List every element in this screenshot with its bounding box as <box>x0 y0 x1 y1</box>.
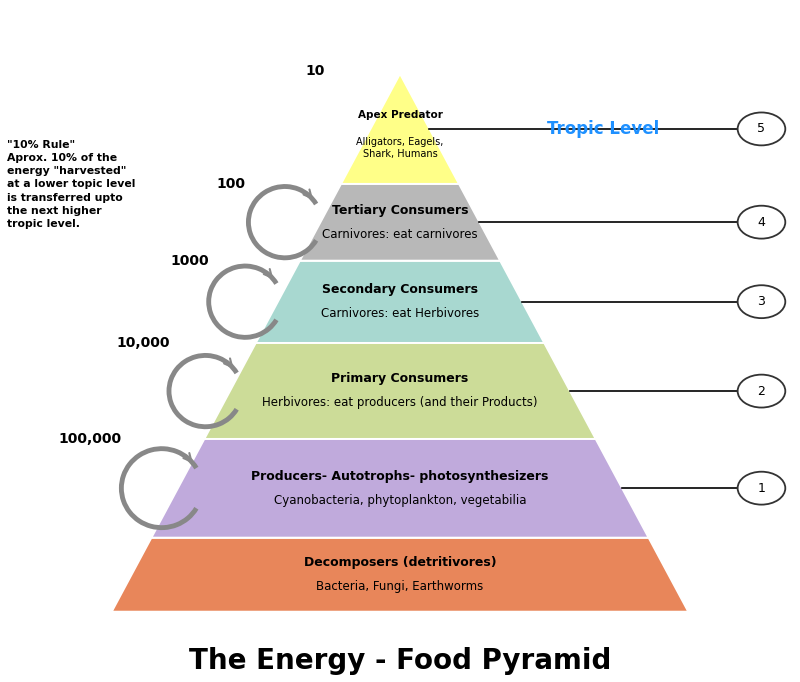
Text: Bacteria, Fungi, Earthworms: Bacteria, Fungi, Earthworms <box>316 580 484 593</box>
Text: 2: 2 <box>758 385 766 398</box>
Text: 5: 5 <box>758 123 766 136</box>
Text: 10,000: 10,000 <box>116 336 170 350</box>
Text: 100: 100 <box>216 177 245 191</box>
Polygon shape <box>152 439 648 537</box>
Text: Decomposers (detritivores): Decomposers (detritivores) <box>304 556 496 569</box>
Text: Carnivores: eat carnivores: Carnivores: eat carnivores <box>322 228 478 241</box>
Text: 100,000: 100,000 <box>59 432 122 446</box>
Text: Producers- Autotrophs- photosynthesizers: Producers- Autotrophs- photosynthesizers <box>251 470 549 483</box>
Text: Tertiary Consumers: Tertiary Consumers <box>332 204 468 217</box>
Text: Secondary Consumers: Secondary Consumers <box>322 283 478 296</box>
Polygon shape <box>300 183 500 261</box>
Polygon shape <box>342 74 458 183</box>
Text: 10: 10 <box>305 64 325 78</box>
Text: Herbivores: eat producers (and their Products): Herbivores: eat producers (and their Pro… <box>262 396 538 409</box>
Text: Primary Consumers: Primary Consumers <box>331 372 469 385</box>
Text: Apex Predator: Apex Predator <box>358 110 442 120</box>
Text: Tropic Level: Tropic Level <box>547 120 659 138</box>
Polygon shape <box>256 261 544 343</box>
Circle shape <box>738 374 786 408</box>
Polygon shape <box>112 537 688 612</box>
Text: 4: 4 <box>758 216 766 228</box>
Text: 3: 3 <box>758 295 766 308</box>
Circle shape <box>738 113 786 145</box>
Circle shape <box>738 285 786 318</box>
Text: Carnivores: eat Herbivores: Carnivores: eat Herbivores <box>321 308 479 321</box>
Circle shape <box>738 472 786 505</box>
Text: Cyanobacteria, phytoplankton, vegetabilia: Cyanobacteria, phytoplankton, vegetabili… <box>274 494 526 507</box>
Text: 1000: 1000 <box>170 254 210 267</box>
Text: "10% Rule"
Aprox. 10% of the
energy "harvested"
at a lower topic level
is transf: "10% Rule" Aprox. 10% of the energy "har… <box>6 140 135 229</box>
Text: 1: 1 <box>758 481 766 494</box>
Circle shape <box>738 206 786 239</box>
Text: The Energy - Food Pyramid: The Energy - Food Pyramid <box>189 647 611 675</box>
Polygon shape <box>205 343 595 439</box>
Text: Alligators, Eagels,
Shark, Humans: Alligators, Eagels, Shark, Humans <box>356 137 444 159</box>
